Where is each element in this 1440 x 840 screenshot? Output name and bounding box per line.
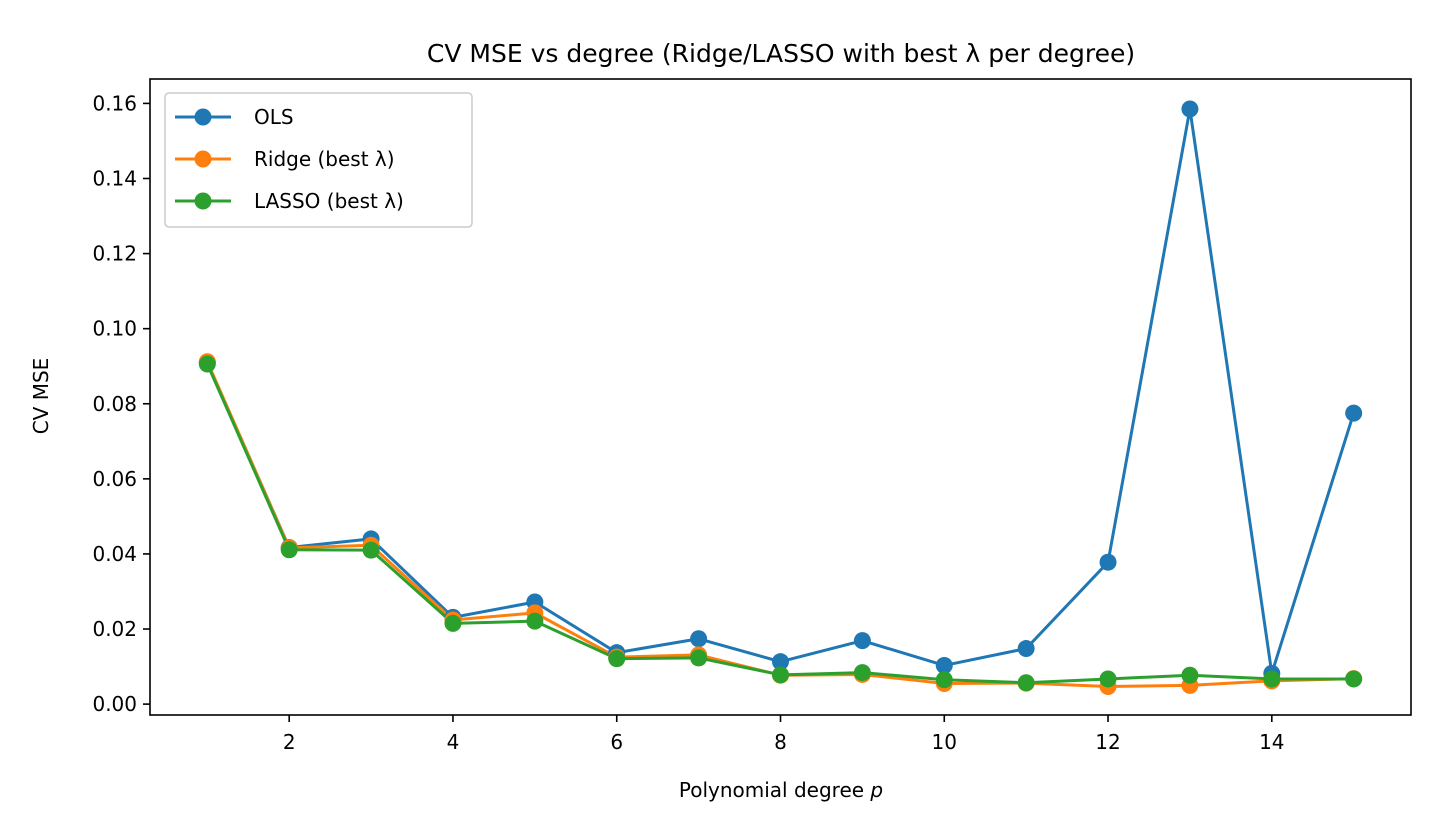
y-tick-label: 0.02 <box>92 617 137 641</box>
y-tick-label: 0.04 <box>92 542 137 566</box>
x-tick-label: 12 <box>1095 730 1120 754</box>
data-point-lasso <box>935 671 953 689</box>
y-axis-label: CV MSE <box>29 358 53 435</box>
data-point-ols <box>1017 640 1035 658</box>
data-point-lasso <box>608 650 626 668</box>
data-point-lasso <box>1181 666 1199 684</box>
data-point-lasso <box>772 666 789 684</box>
legend-label-lasso: LASSO (best λ) <box>254 189 404 213</box>
data-point-ols <box>1099 553 1117 571</box>
x-tick-label: 2 <box>283 730 296 754</box>
y-tick-label: 0.00 <box>92 692 137 716</box>
legend-marker-lasso <box>194 192 212 210</box>
plot-frame <box>149 78 1412 716</box>
data-point-ols <box>1181 100 1199 118</box>
data-point-ols <box>853 632 871 650</box>
y-tick-label: 0.06 <box>92 467 137 491</box>
x-axis-label-text: Polynomial degree <box>679 778 871 802</box>
data-point-lasso <box>1263 670 1281 688</box>
data-point-lasso <box>526 612 544 630</box>
y-tick-label: 0.14 <box>92 166 137 190</box>
x-axis-label: Polynomial degree p <box>679 778 883 802</box>
data-point-lasso <box>690 649 708 667</box>
x-tick-label: 6 <box>610 730 623 754</box>
legend-label-ols: OLS <box>254 105 294 129</box>
x-tick-label: 4 <box>447 730 460 754</box>
data-point-lasso <box>280 541 298 559</box>
y-tick-label: 0.16 <box>92 91 137 115</box>
data-point-lasso <box>444 614 462 632</box>
data-point-lasso <box>1099 670 1117 688</box>
data-point-lasso <box>853 664 871 682</box>
data-point-ols <box>935 656 953 674</box>
data-point-lasso <box>198 355 216 373</box>
plot-area: 2 4 6 8 10 12 14 0.00 0.02 0.04 0.06 0.08 0.10 0.12 0.… <box>92 78 1412 754</box>
x-tick-label: 10 <box>932 730 957 754</box>
y-tick-label: 0.08 <box>92 392 137 416</box>
legend-label-ridge: Ridge (best λ) <box>254 147 395 171</box>
y-tick-label: 0.10 <box>92 317 137 341</box>
data-point-lasso <box>362 541 380 559</box>
legend-marker-ols <box>194 108 212 126</box>
legend-marker-ridge <box>194 150 212 168</box>
data-point-ols <box>772 653 789 671</box>
y-tick-label: 0.12 <box>92 242 137 266</box>
legend-box <box>164 92 473 228</box>
x-axis-label-variable: p <box>869 778 883 802</box>
chart-title: CV MSE vs degree (Ridge/LASSO with best … <box>427 39 1135 68</box>
x-tick-label: 8 <box>774 730 787 754</box>
x-tick-label: 14 <box>1259 730 1284 754</box>
data-point-lasso <box>1345 670 1363 688</box>
data-point-ols <box>1345 404 1363 422</box>
data-point-lasso <box>1017 674 1035 692</box>
data-point-ols <box>690 630 708 648</box>
legend: OLS Ridge (best λ) LASSO (best λ) <box>164 92 473 228</box>
